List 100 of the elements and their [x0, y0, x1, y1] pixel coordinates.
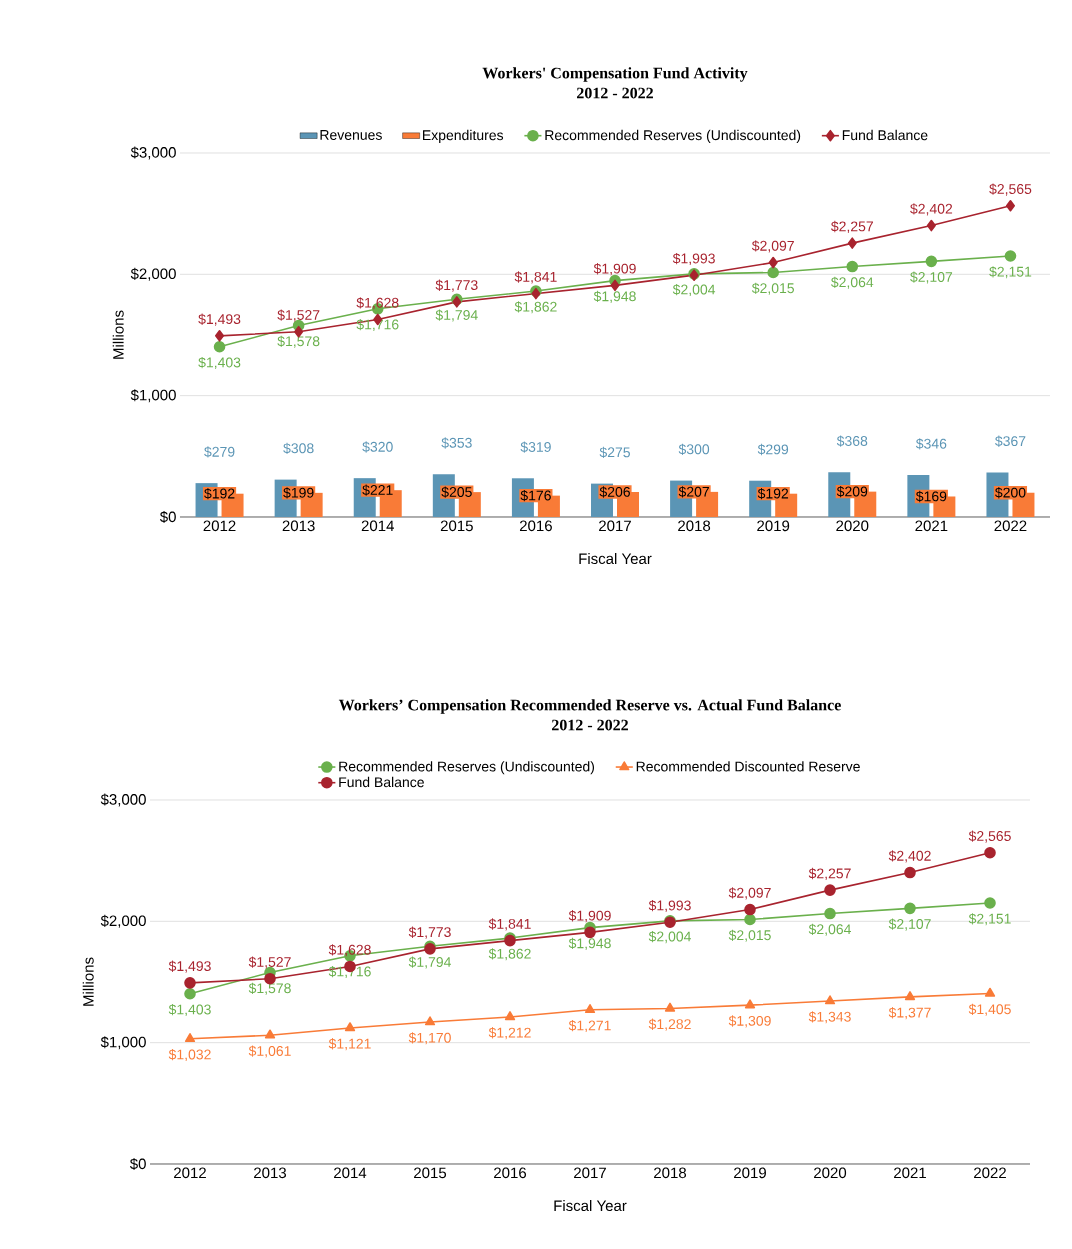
legend-label: Recommended Discounted Reserve	[636, 761, 860, 772]
data-label: $2,107	[888, 918, 931, 931]
data-label: $1,271	[568, 1019, 611, 1033]
data-label: $1,493	[198, 313, 241, 326]
x-tick-label: 2021	[894, 1167, 926, 1179]
data-label: $1,578	[248, 982, 291, 995]
legend-label: Recommended Reserves (Undiscounted)	[545, 129, 801, 143]
x-tick-label: 2017	[599, 520, 631, 532]
data-label: $1,773	[408, 926, 451, 939]
data-label: $368	[836, 435, 868, 447]
data-label: $1,773	[435, 279, 478, 292]
x-tick-label: 2019	[734, 1167, 766, 1179]
data-label: $2,565	[989, 183, 1032, 196]
data-label: $2,004	[672, 283, 716, 297]
y-tick-label: $1,000	[130, 389, 176, 403]
x-tick-label: 2013	[282, 520, 315, 532]
data-label: $192	[204, 488, 235, 500]
chart-title: Workers’ Compensation Recommended Reserve vs. Actual Fund Balance	[338, 699, 841, 714]
data-label: $1,405	[968, 1003, 1011, 1016]
data-label: $1,212	[488, 1027, 531, 1040]
x-tick-label: 2020	[836, 520, 869, 532]
data-label: $2,064	[831, 276, 874, 289]
data-label: $1,716	[356, 318, 399, 332]
x-tick-label: 2016	[494, 1167, 527, 1179]
y-tick-label: $2,000	[100, 914, 146, 928]
data-label: $2,402	[910, 203, 953, 216]
chart-subtitle: 2012 - 2022	[577, 87, 653, 99]
data-label: $319	[520, 441, 551, 453]
data-label: $275	[599, 446, 630, 459]
data-label: $279	[204, 446, 235, 458]
data-label: $1,862	[514, 301, 557, 314]
y-tick-label: $1,000	[100, 1036, 146, 1050]
data-label: $2,097	[728, 887, 771, 900]
x-tick-label: 2016	[519, 520, 552, 532]
data-label: $1,841	[488, 918, 531, 931]
data-label: $1,032	[168, 1048, 211, 1062]
data-label: $1,794	[408, 956, 451, 969]
data-label: $2,004	[648, 930, 691, 944]
data-label: $1,909	[568, 910, 611, 923]
chart-title: Workers' Compensation Fund Activity	[482, 67, 748, 82]
data-label: $206	[599, 486, 630, 498]
data-label: $199	[283, 487, 314, 499]
y-tick-label: $2,000	[130, 267, 176, 281]
data-label: $1,403	[198, 356, 241, 370]
legend-label: Fund Balance	[842, 129, 928, 141]
data-label: $2,015	[751, 282, 794, 295]
data-label: $1,377	[888, 1007, 931, 1020]
y-tick-label: $0	[159, 510, 176, 524]
data-label: $1,628	[328, 944, 371, 957]
y-tick-label: $3,000	[130, 146, 176, 160]
data-label: $1,628	[356, 297, 399, 310]
data-label: $346	[915, 438, 947, 450]
y-tick-label: $3,000	[100, 793, 146, 807]
data-label: $2,064	[808, 923, 851, 936]
data-label: $1,527	[277, 309, 320, 322]
legend-label: Expenditures	[423, 129, 504, 143]
x-tick-label: 2013	[254, 1167, 287, 1179]
data-label: $2,257	[808, 867, 851, 881]
data-label: $1,841	[514, 271, 557, 284]
data-label: $1,993	[648, 899, 691, 913]
data-label: $300	[678, 443, 710, 456]
data-label: $1,948	[568, 937, 611, 950]
x-tick-label: 2018	[654, 1167, 687, 1179]
data-label: $207	[678, 486, 709, 498]
x-axis-title: Fiscal Year	[554, 1200, 627, 1212]
data-label: $353	[441, 437, 472, 449]
y-axis-title: Millions	[112, 310, 124, 359]
data-label: $1,061	[248, 1045, 291, 1058]
data-label: $1,862	[488, 948, 531, 961]
data-label: $2,257	[831, 220, 873, 233]
data-label: $1,343	[808, 1011, 851, 1024]
x-tick-label: 2021	[915, 520, 948, 532]
data-label: $2,402	[888, 850, 931, 863]
x-tick-label: 2019	[757, 520, 790, 532]
x-tick-label: 2015	[440, 520, 473, 532]
legend-label: Recommended Reserves (Undiscounted)	[339, 761, 595, 775]
data-label: $1,493	[168, 960, 211, 973]
data-label: $205	[441, 486, 472, 498]
x-tick-label: 2012	[203, 520, 236, 532]
data-label: $2,151	[968, 913, 1011, 926]
data-label: $308	[283, 442, 314, 455]
data-label: $299	[757, 443, 789, 456]
data-label: $221	[362, 484, 393, 496]
y-axis-title: Millions	[82, 957, 94, 1006]
data-label: $320	[362, 441, 393, 453]
data-label: $1,578	[277, 335, 320, 348]
data-label: $1,170	[408, 1032, 451, 1045]
x-tick-label: 2014	[361, 520, 394, 532]
legend-label: Revenues	[320, 130, 382, 140]
x-tick-label: 2020	[814, 1167, 847, 1179]
data-label: $169	[915, 490, 947, 503]
data-label: $2,015	[728, 929, 771, 942]
data-label: $367	[995, 435, 1026, 447]
data-label: $176	[520, 489, 551, 502]
x-axis-title: Fiscal Year	[579, 553, 652, 565]
x-tick-label: 2018	[678, 520, 711, 532]
data-label: $1,309	[728, 1015, 771, 1028]
data-label: $209	[836, 485, 868, 498]
data-label: $1,403	[168, 1003, 211, 1017]
data-label: $200	[995, 487, 1026, 499]
